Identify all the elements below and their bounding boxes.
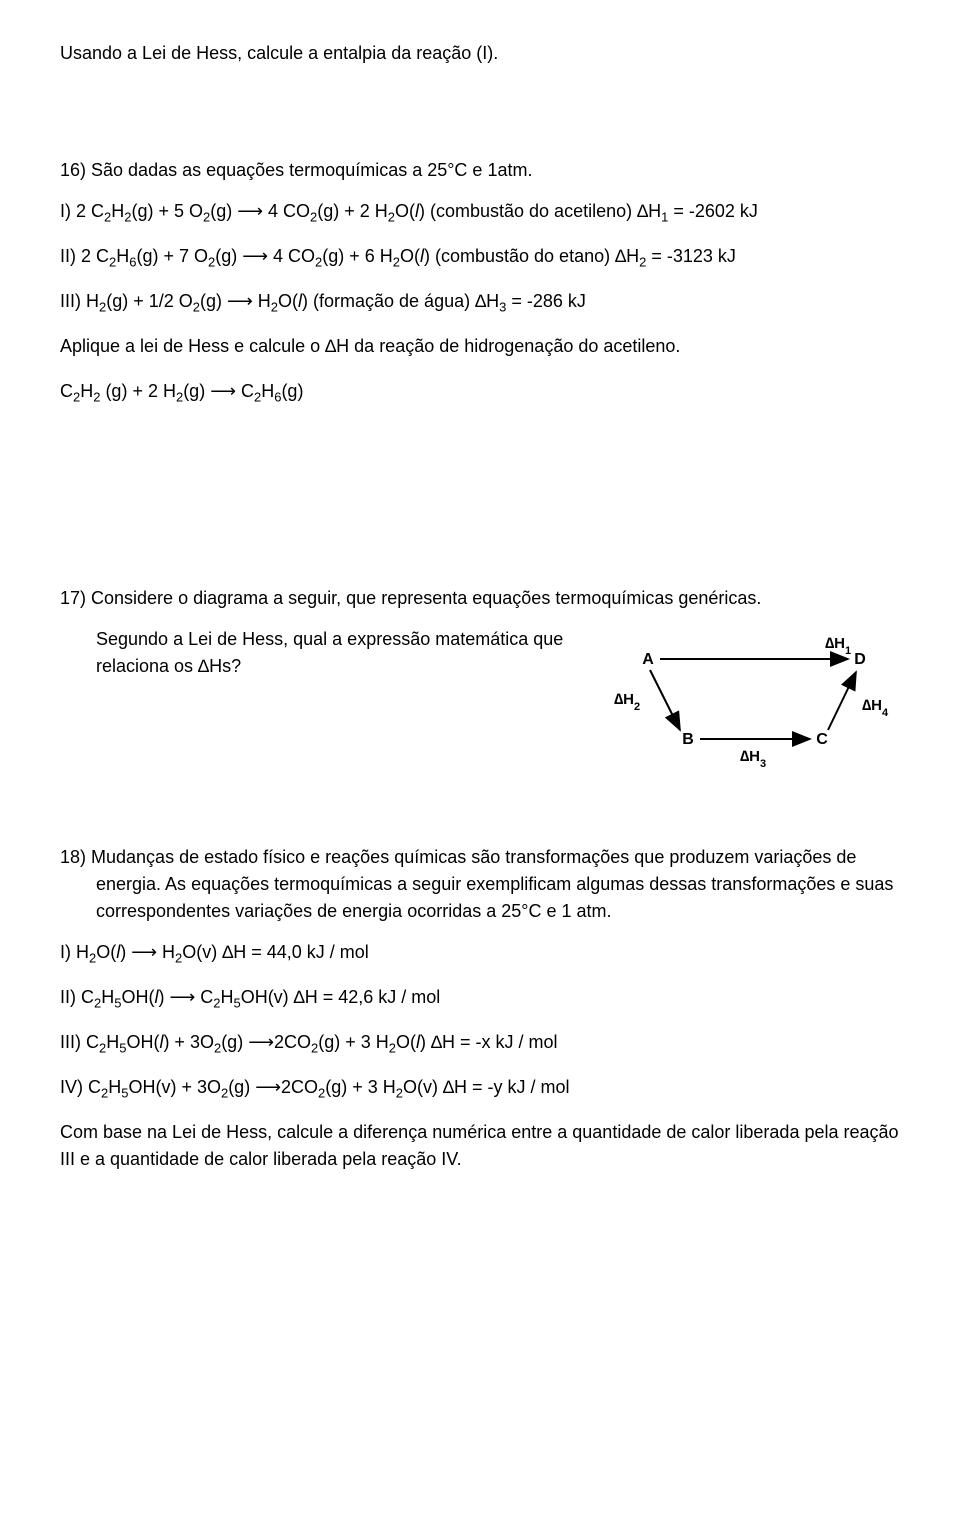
svg-text:∆H4: ∆H4: [862, 697, 889, 719]
q18-eq4: IV) C2H5OH(v) + 3O2(g) ⟶2CO2(g) + 3 H2O(…: [60, 1074, 900, 1101]
q18-final: Com base na Lei de Hess, calcule a difer…: [60, 1119, 900, 1173]
svg-text:D: D: [854, 651, 866, 668]
q18-prompt: 18) Mudanças de estado físico e reações …: [60, 844, 900, 925]
q16-target: C2H2 (g) + 2 H2(g) ⟶ C2H6(g): [60, 378, 900, 405]
q18-eq1: I) H2O(l) ⟶ H2O(v) ∆H = 44,0 kJ / mol: [60, 939, 900, 966]
q16-eq3: III) H2(g) + 1/2 O2(g) ⟶ H2O(l) (formaçã…: [60, 288, 900, 315]
q17-sub: Segundo a Lei de Hess, qual a expressão …: [96, 626, 576, 680]
q16-eq2: II) 2 C2H6(g) + 7 O2(g) ⟶ 4 CO2(g) + 6 H…: [60, 243, 900, 270]
svg-text:∆H1: ∆H1: [825, 635, 851, 657]
q16-eq1: I) 2 C2H2(g) + 5 O2(g) ⟶ 4 CO2(g) + 2 H2…: [60, 198, 900, 225]
q16-instruction: Aplique a lei de Hess e calcule o ∆H da …: [60, 333, 900, 360]
svg-text:C: C: [816, 731, 828, 748]
q16-prompt: 16) São dadas as equações termoquímicas …: [60, 157, 900, 184]
hess-diagram: A D B C ∆H1 ∆H2 ∆H3 ∆H4: [600, 626, 900, 784]
intro-text: Usando a Lei de Hess, calcule a entalpia…: [60, 40, 900, 67]
svg-text:A: A: [642, 651, 654, 668]
svg-text:∆H3: ∆H3: [740, 748, 766, 770]
svg-text:B: B: [682, 731, 694, 748]
q18-eq3: III) C2H5OH(l) + 3O2(g) ⟶2CO2(g) + 3 H2O…: [60, 1029, 900, 1056]
svg-text:∆H2: ∆H2: [614, 691, 640, 713]
q17-prompt: 17) Considere o diagrama a seguir, que r…: [60, 585, 900, 612]
q18-eq2: II) C2H5OH(l) ⟶ C2H5OH(v) ∆H = 42,6 kJ /…: [60, 984, 900, 1011]
